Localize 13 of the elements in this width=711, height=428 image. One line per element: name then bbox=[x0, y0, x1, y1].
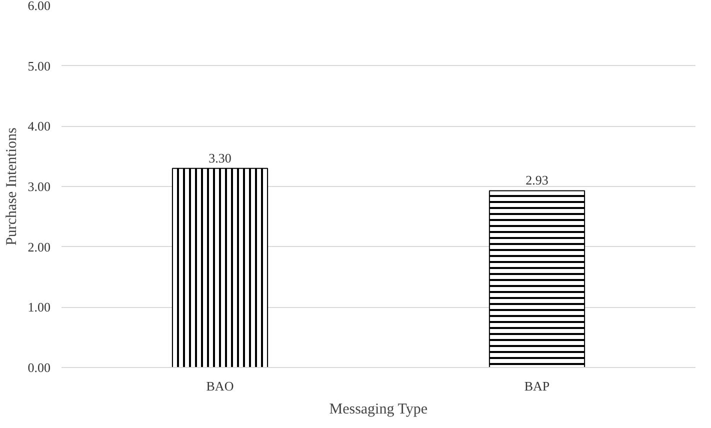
data-label: 3.30 bbox=[208, 150, 232, 166]
y-axis-title: Purchase Intentions bbox=[4, 127, 20, 246]
data-label: 2.93 bbox=[526, 172, 548, 188]
y-tick-label: 6.00 bbox=[28, 0, 50, 13]
x-axis-title: Messaging Type bbox=[329, 402, 428, 418]
y-tick-label: 0.00 bbox=[28, 360, 50, 375]
y-tick-label: 3.00 bbox=[28, 179, 50, 194]
y-tick-label: 4.00 bbox=[28, 118, 50, 134]
x-tick-label: BAO bbox=[206, 378, 234, 394]
y-tick-label: 5.00 bbox=[28, 58, 50, 74]
x-tick-label: BAP bbox=[524, 378, 550, 394]
y-tick-label: 2.00 bbox=[28, 239, 50, 254]
y-tick-label: 1.00 bbox=[28, 300, 50, 315]
